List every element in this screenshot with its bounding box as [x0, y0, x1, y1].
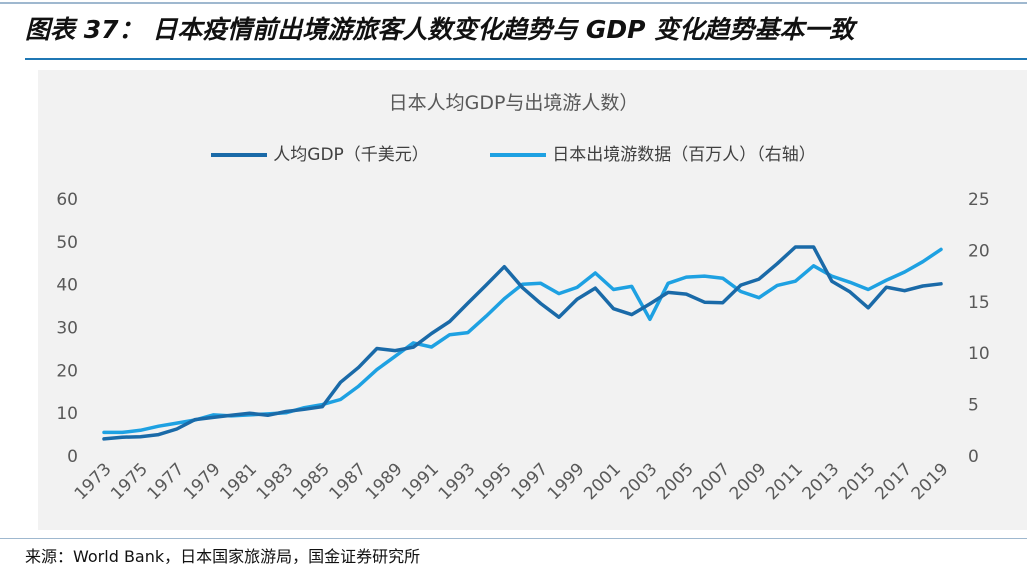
legend-swatch-gdp [211, 153, 268, 157]
y-right-tick-label: 25 [968, 190, 990, 210]
x-tick-label: 2001 [580, 459, 625, 504]
x-tick-label: 1989 [362, 459, 407, 504]
y-right-tick-label: 20 [968, 241, 990, 261]
legend-item-travelers: 日本出境游数据（百万人）（右轴） [490, 140, 816, 165]
y-right-tick-label: 15 [968, 293, 990, 313]
x-tick-label: 2017 [871, 459, 916, 504]
y-right-tick-label: 0 [968, 447, 979, 467]
x-tick-label: 2009 [726, 459, 771, 504]
legend-item-gdp: 人均GDP（千美元） [211, 140, 429, 165]
x-tick-label: 1985 [289, 459, 334, 504]
legend: 人均GDP（千美元） 日本出境游数据（百万人）（右轴） [0, 140, 1027, 165]
x-tick-label: 2015 [835, 459, 880, 504]
x-tick-label: 1977 [144, 459, 189, 504]
series-line-gdp [102, 245, 943, 441]
x-tick-label: 2007 [689, 459, 734, 504]
x-tick-label: 2005 [653, 459, 698, 504]
source-note: 来源：World Bank，日本国家旅游局，国金证券研究所 [25, 547, 421, 566]
x-tick-label: 2013 [799, 459, 844, 504]
chart-title: 日本人均GDP与出境游人数） [388, 92, 639, 114]
x-tick-label: 2011 [762, 459, 807, 504]
legend-label-gdp: 人均GDP（千美元） [273, 145, 429, 165]
x-tick-label: 1981 [216, 459, 261, 504]
x-tick-label: 1997 [507, 459, 552, 504]
figure-title: 图表 37： 日本疫情前出境游旅客人数变化趋势与 GDP 变化趋势基本一致 [25, 15, 855, 44]
x-tick-label: 1987 [326, 459, 371, 504]
y-left-tick-label: 30 [56, 319, 78, 339]
legend-swatch-travelers [490, 153, 547, 157]
y-left-tick-label: 0 [67, 447, 78, 467]
x-tick-label: 1979 [180, 459, 225, 504]
y-left-tick-label: 40 [56, 276, 78, 296]
series-line-travelers [102, 247, 943, 435]
y-left-tick-label: 10 [56, 404, 78, 424]
legend-label-travelers: 日本出境游数据（百万人）（右轴） [552, 145, 816, 165]
x-tick-label: 1975 [107, 459, 152, 504]
x-tick-label: 2019 [908, 459, 953, 504]
x-tick-label: 1991 [398, 459, 443, 504]
title-divider [25, 58, 1027, 60]
y-left-tick-label: 50 [56, 233, 78, 253]
x-tick-label: 1995 [471, 459, 516, 504]
x-tick-label: 2003 [617, 459, 662, 504]
y-left-tick-label: 20 [56, 361, 78, 381]
y-left-tick-label: 60 [56, 190, 78, 210]
y-right-tick-label: 5 [968, 396, 979, 416]
y-right-tick-label: 10 [968, 344, 990, 364]
x-tick-label: 1999 [544, 459, 589, 504]
x-tick-label: 1983 [253, 459, 298, 504]
chart-panel [38, 70, 1027, 530]
x-tick-label: 1993 [435, 459, 480, 504]
top-border [0, 2, 1027, 4]
source-divider [0, 538, 1027, 539]
